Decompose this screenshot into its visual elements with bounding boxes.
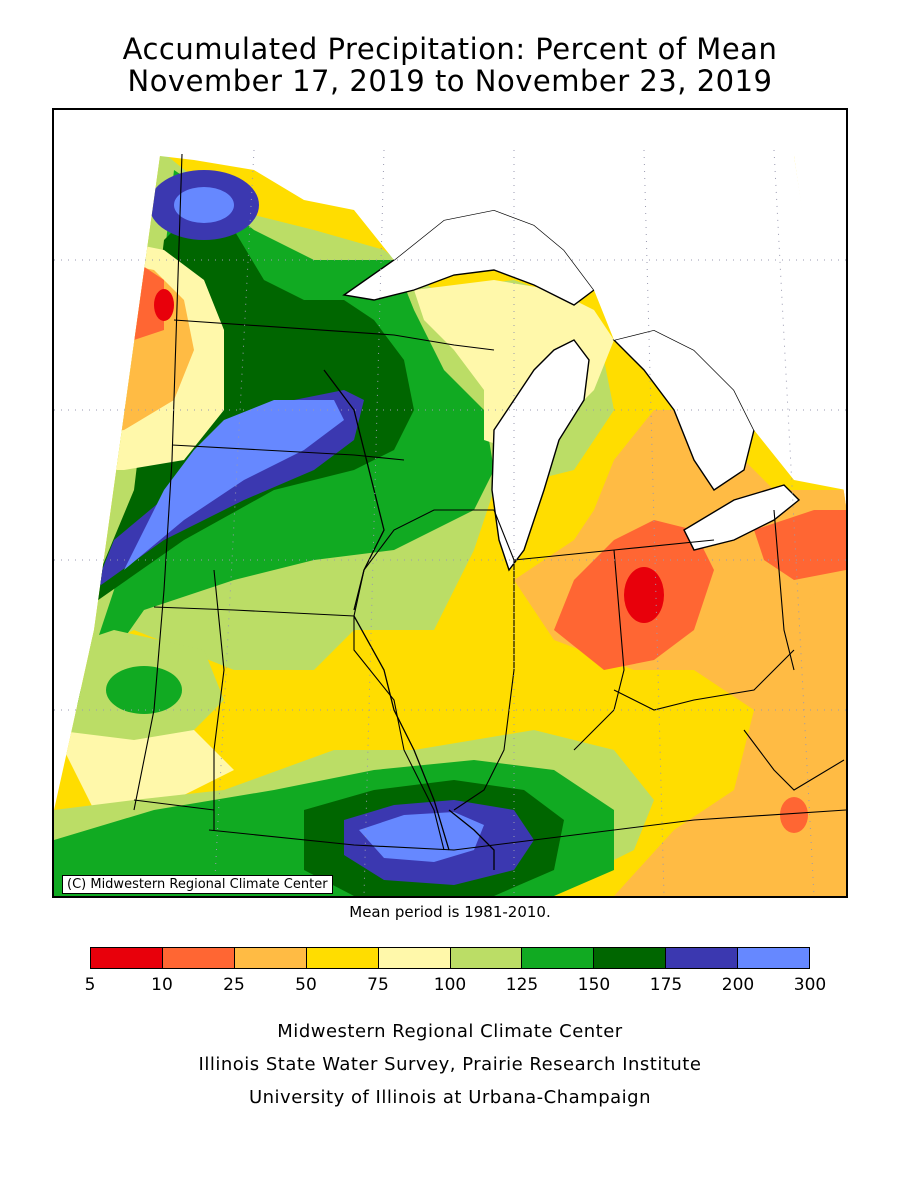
legend-swatch — [522, 948, 595, 968]
mean-period-note: Mean period is 1981-2010. — [349, 903, 551, 921]
lake-erie — [683, 484, 801, 551]
copyright-credit: (C) Midwestern Regional Climate Center — [62, 875, 333, 894]
map-canvas — [54, 149, 846, 896]
footer-university: University of Illinois at Urbana-Champai… — [248, 1087, 652, 1108]
legend-tick-label: 50 — [295, 975, 317, 995]
map-title: Accumulated Precipitation: Percent of Me… — [122, 32, 778, 66]
legend-swatch — [378, 948, 451, 968]
legend-swatch — [450, 948, 523, 968]
map-date-range: November 17, 2019 to November 23, 2019 — [127, 64, 773, 98]
legend-swatch — [162, 948, 235, 968]
legend-tick-label: 75 — [367, 975, 389, 995]
footer-survey: Illinois State Water Survey, Prairie Res… — [198, 1054, 702, 1075]
legend-swatch — [666, 948, 739, 968]
legend-tick-label: 25 — [223, 975, 245, 995]
legend-swatch — [91, 948, 163, 968]
legend-tick-label: 125 — [505, 975, 539, 995]
state-boundaries — [133, 153, 846, 851]
legend-tick-label: 150 — [577, 975, 611, 995]
legend-tick-label: 300 — [793, 975, 827, 995]
legend-tick-labels: 5 10 25 50 75 100 125 150 175 200 300 — [85, 975, 827, 997]
footer-org: Midwestern Regional Climate Center — [277, 1021, 623, 1042]
legend-swatch — [594, 948, 667, 968]
canada-land — [160, 156, 846, 490]
precipitation-map: (C) Midwestern Regional Climate Center — [52, 108, 848, 898]
legend-tick-label: 175 — [649, 975, 683, 995]
legend-tick-label: 200 — [721, 975, 755, 995]
lake-superior — [342, 209, 595, 306]
legend-tick-label: 10 — [151, 975, 173, 995]
legend-swatch — [306, 948, 379, 968]
river-lines — [323, 369, 495, 870]
legend-tick-label: 100 — [433, 975, 467, 995]
legend-tick-label: 5 — [84, 975, 96, 995]
color-legend — [90, 947, 810, 969]
lake-michigan — [491, 339, 590, 572]
legend-swatch — [234, 948, 307, 968]
legend-swatch — [738, 948, 810, 968]
